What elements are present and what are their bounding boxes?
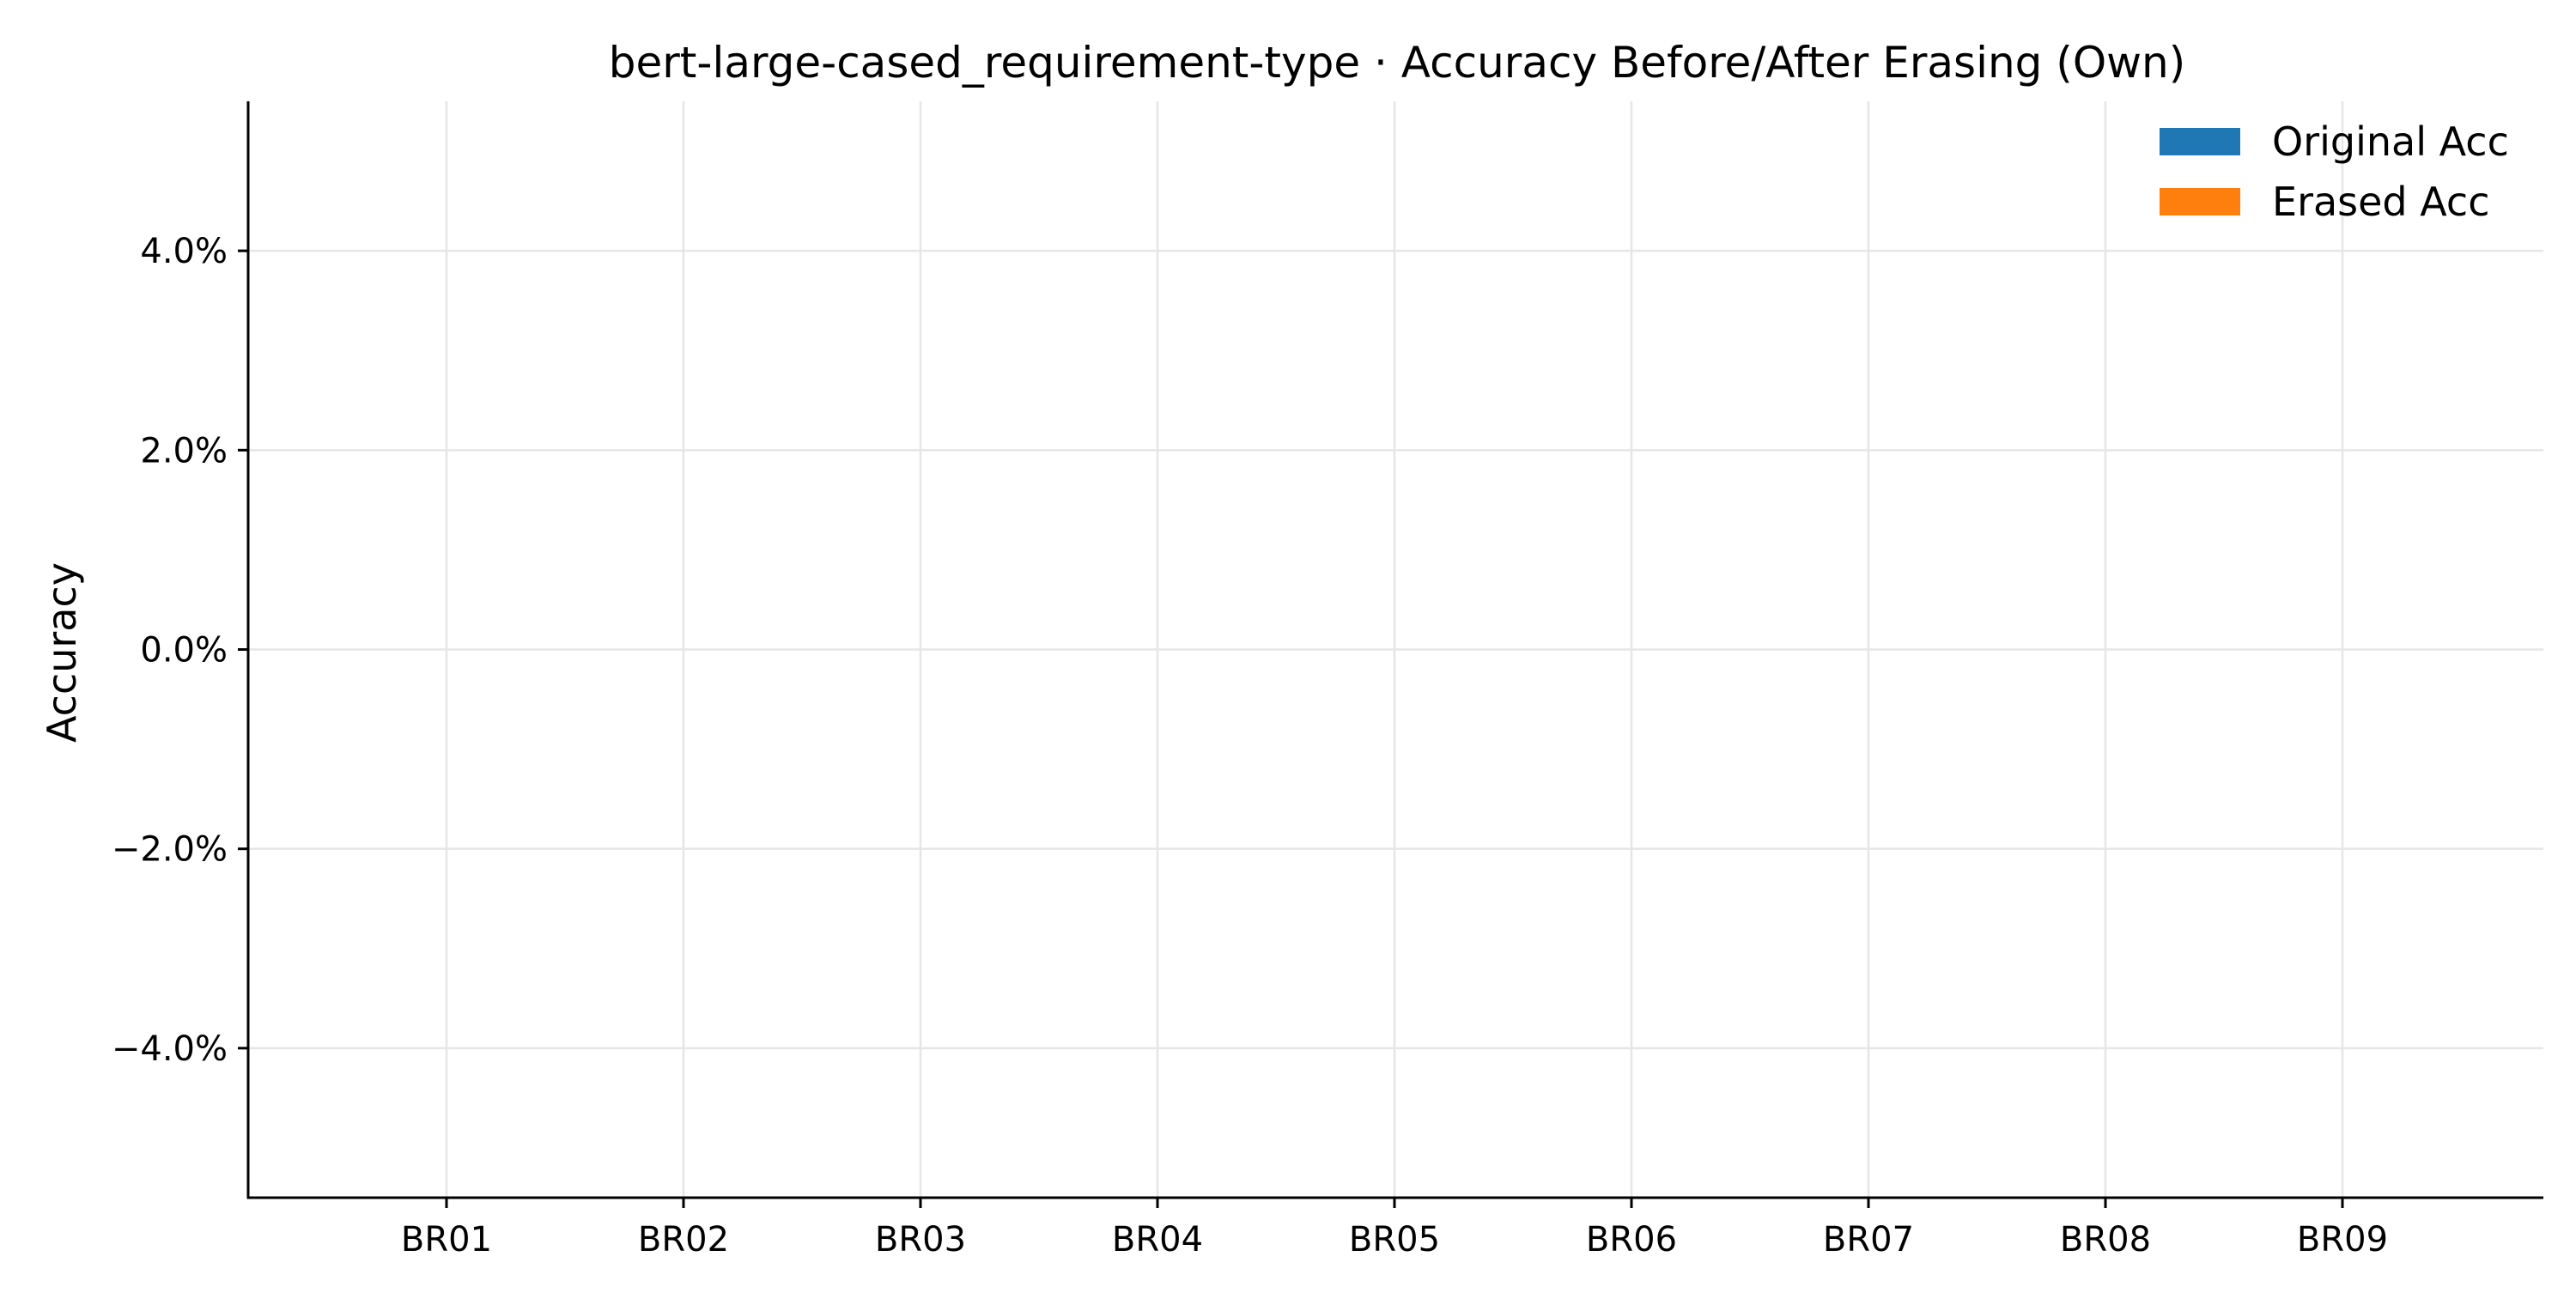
y-tick-label: 4.0% (140, 232, 228, 271)
y-tick-label: 0.0% (140, 631, 228, 671)
x-tick-label: BR01 (401, 1220, 492, 1259)
legend-label: Original Acc (2272, 118, 2509, 165)
legend-label: Erased Acc (2272, 179, 2490, 225)
x-tick-label: BR09 (2297, 1220, 2388, 1259)
x-tick-label: BR05 (1349, 1220, 1440, 1259)
x-tick-label: BR02 (638, 1220, 729, 1259)
grid (248, 101, 2543, 1198)
y-tick-label: −4.0% (112, 1029, 228, 1069)
x-tick-label: BR07 (1823, 1220, 1914, 1259)
legend-swatch (2160, 128, 2240, 155)
x-tick-label: BR04 (1112, 1220, 1203, 1259)
x-tick-label: BR06 (1586, 1220, 1677, 1259)
legend: Original Acc Erased Acc (2160, 118, 2509, 225)
x-tick-label: BR03 (875, 1220, 966, 1259)
ticks: −4.0% −2.0% 0.0% 2.0% 4.0% BR01 BR02 BR03 BR04 BR… (112, 232, 2388, 1259)
x-tick-label: BR08 (2060, 1220, 2151, 1259)
y-tick-label: 2.0% (140, 431, 228, 470)
y-tick-label: −2.0% (112, 830, 228, 870)
chart-title: bert-large-cased_requirement-type · Accu… (609, 38, 2186, 88)
y-axis-label: Accuracy (39, 562, 85, 743)
legend-swatch (2160, 188, 2240, 215)
